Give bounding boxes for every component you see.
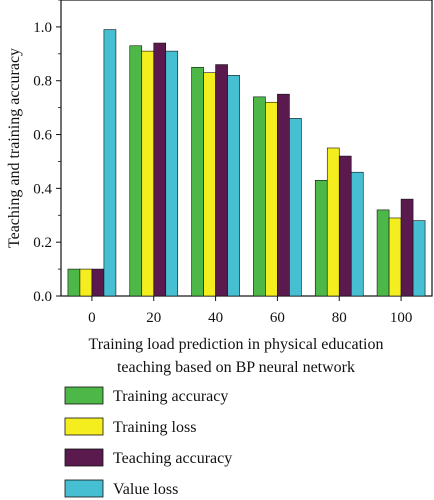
legend-label-value-loss: Value loss: [113, 481, 178, 498]
bar-value-loss-0: [103, 29, 117, 297]
bar-training-accuracy-40: [191, 66, 204, 297]
y-axis-title: Teaching and training accuracy: [6, 48, 23, 248]
bar-training-loss-80: [326, 147, 340, 297]
x-tick-label: 60: [270, 310, 285, 326]
x-tick-label: 20: [146, 310, 161, 326]
bar-training-accuracy-80: [314, 179, 328, 297]
bar-value-loss-80: [350, 171, 364, 297]
x-tick-label: 100: [390, 310, 413, 326]
y-tick-label: 0.8: [33, 74, 52, 90]
bar-series-group: [67, 29, 426, 297]
bar-value-loss-60: [289, 118, 302, 297]
legend-swatch-training-accuracy: [64, 386, 104, 405]
bar-teaching-accuracy-60: [277, 93, 290, 297]
bar-teaching-accuracy-100: [400, 198, 414, 297]
bar-value-loss-100: [412, 220, 426, 297]
bar-training-loss-100: [388, 217, 402, 297]
bar-training-loss-40: [203, 72, 216, 297]
y-tick-label: 0.4: [33, 181, 52, 197]
x-tick-label: 80: [332, 310, 347, 326]
y-tick-label: 1.0: [33, 20, 52, 36]
bar-training-accuracy-20: [129, 45, 143, 297]
bar-training-accuracy-100: [376, 209, 390, 297]
x-axis-title-line-1: Training load prediction in physical edu…: [89, 336, 384, 353]
bar-value-loss-20: [165, 50, 179, 297]
plot-frame: [60, 0, 433, 297]
x-axis: 0 20 40 60 80 100: [88, 296, 412, 326]
y-axis: 0.0 0.2 0.4 0.6 0.8 1.0: [33, 0, 61, 305]
bar-training-loss-20: [141, 50, 155, 297]
bar-teaching-accuracy-40: [215, 64, 228, 297]
bar-teaching-accuracy-80: [338, 155, 352, 297]
y-tick-label: 0.0: [33, 289, 52, 305]
x-tick-label: 0: [88, 310, 96, 326]
legend: Training accuracy Training loss Teaching a…: [64, 386, 232, 498]
legend-label-training-accuracy: Training accuracy: [113, 388, 228, 405]
legend-swatch-value-loss: [64, 479, 104, 498]
y-tick-label: 0.6: [33, 128, 52, 144]
bar-value-loss-40: [227, 75, 240, 297]
legend-swatch-teaching-accuracy: [64, 448, 104, 467]
legend-label-teaching-accuracy: Teaching accuracy: [113, 450, 232, 467]
y-tick-label: 0.2: [33, 235, 52, 251]
x-axis-title-line-2: teaching based on BP neural network: [117, 359, 355, 376]
legend-swatch-training-loss: [64, 417, 104, 436]
bar-training-accuracy-0: [67, 268, 81, 297]
bar-training-loss-60: [265, 101, 278, 297]
bar-training-accuracy-60: [253, 96, 266, 297]
x-tick-label: 40: [208, 310, 223, 326]
bar-training-loss-0: [79, 268, 93, 297]
bar-teaching-accuracy-0: [91, 268, 105, 297]
legend-label-training-loss: Training loss: [113, 419, 196, 436]
bar-teaching-accuracy-20: [153, 42, 167, 297]
plot-border: [60, 0, 433, 297]
